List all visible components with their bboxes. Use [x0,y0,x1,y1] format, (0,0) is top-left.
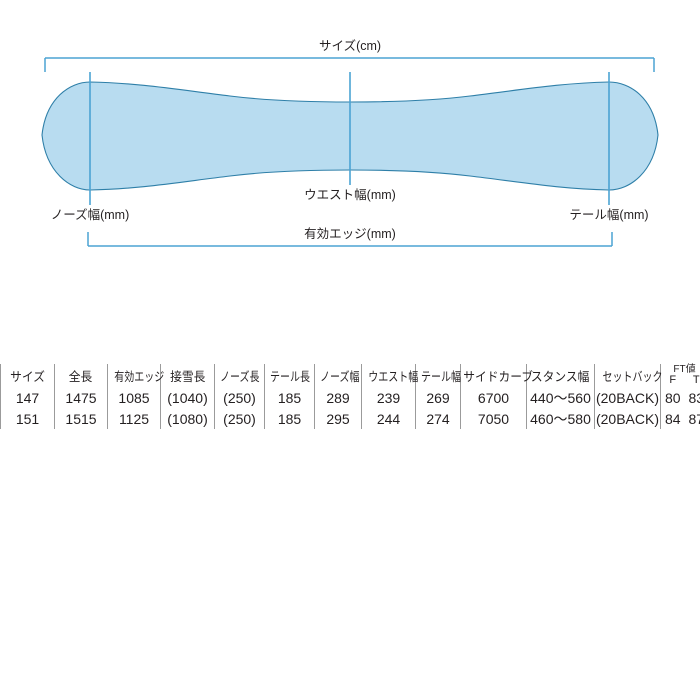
cell-nose-width: 289 [314,387,362,408]
cell-tail-length: 185 [264,408,315,429]
cell-nose-width: 295 [314,408,362,429]
effective-edge-label: 有効エッジ(mm) [304,227,396,241]
cell-overall-length: 1475 [54,387,108,408]
cell-ft-value: 80 83 [660,387,700,408]
waist-width-label: ウエスト幅(mm) [304,188,396,202]
column-header-overall-length: 全長 [54,364,108,387]
cell-stance-width: 460〜580 [526,408,595,429]
nose-width-label: ノーズ幅(mm) [50,208,130,222]
cell-nose-length: (250) [214,387,265,408]
column-header-tail-length: テール長 [264,364,315,387]
size-dimension-bracket [44,57,655,72]
column-header-stance-width: スタンス幅 [526,364,595,387]
column-header-ft-value-text: FT値 [673,364,696,375]
snowboard-shape-svg [41,57,659,247]
cell-ft-tail: 87 [688,410,700,427]
column-header-side-curve: サイドカーブ [460,364,533,387]
cell-contact-length: (1080) [160,408,215,429]
table-row: 147 1475 1085 (1040) (250) 185 289 239 2… [0,387,700,408]
table-row: 151 1515 1125 (1080) (250) 185 295 244 2… [0,408,700,429]
column-header-nose-width: ノーズ幅 [314,364,362,387]
column-header-tail-length-text: テール長 [270,369,311,384]
cell-ft-front: 80 [664,389,681,406]
column-header-side-curve-text: サイドカーブ [463,369,534,384]
column-subheader-ft-tail: T [692,374,700,386]
cell-waist-width: 244 [361,408,416,429]
cell-nose-length: (250) [214,408,265,429]
cell-side-curve: 7050 [460,408,527,429]
column-header-contact-length: 接雪長 [160,364,215,387]
column-header-setback-text: セットバック [602,369,663,384]
size-dimension-label: サイズ(cm) [318,39,382,53]
column-header-setback: セットバック [594,364,663,387]
cell-ft-value: 84 87 [660,408,700,429]
column-header-effective-edge: 有効エッジ [107,364,165,387]
cell-tail-length: 185 [264,387,315,408]
column-subheader-ft-front: F [669,374,677,386]
cell-contact-length: (1040) [160,387,215,408]
cell-effective-edge: 1125 [107,408,161,429]
column-header-tail-width-text: テール幅 [421,369,462,384]
spec-table: サイズ 全長 有効エッジ 接雪長 ノーズ長 テール長 ノーズ幅 ウエスト幅 テー… [0,364,700,429]
effective-edge-dimension-bracket [87,232,613,247]
cell-ft-front: 84 [664,410,681,427]
column-header-waist-width-text: ウエスト幅 [368,369,419,384]
spec-table-container: サイズ 全長 有効エッジ 接雪長 ノーズ長 テール長 ノーズ幅 ウエスト幅 テー… [0,364,700,434]
column-header-tail-width: テール幅 [415,364,462,387]
cell-tail-width: 274 [415,408,461,429]
column-header-overall-length-text: 全長 [69,369,93,384]
cell-waist-width: 239 [361,387,416,408]
cell-size: 147 [0,387,55,408]
cell-side-curve: 6700 [460,387,527,408]
column-header-size-text: サイズ [10,369,45,384]
tail-width-label: テール幅(mm) [569,208,649,222]
cell-ft-tail: 83 [688,389,700,406]
cell-overall-length: 1515 [54,408,108,429]
column-header-contact-length-text: 接雪長 [169,369,206,384]
snowboard-diagram: サイズ(cm) ウエスト幅(mm) ノーズ幅(mm) テール幅(mm) 有効エッ… [0,0,700,270]
cell-setback: (20BACK) [594,387,661,408]
column-header-ft-value: FT値 F T [660,364,700,387]
cell-setback: (20BACK) [594,408,661,429]
cell-tail-width: 269 [415,387,461,408]
cell-effective-edge: 1085 [107,387,161,408]
column-header-nose-length: ノーズ長 [214,364,265,387]
column-header-effective-edge-text: 有効エッジ [114,369,165,384]
column-header-nose-length-text: ノーズ長 [219,369,260,384]
cell-stance-width: 440〜560 [526,387,595,408]
table-header-row: サイズ 全長 有効エッジ 接雪長 ノーズ長 テール長 ノーズ幅 ウエスト幅 テー… [0,364,700,387]
column-header-stance-width-text: スタンス幅 [531,369,590,384]
column-header-waist-width: ウエスト幅 [361,364,419,387]
column-header-size: サイズ [0,364,55,387]
cell-size: 151 [0,408,55,429]
column-header-nose-width-text: ノーズ幅 [319,369,360,384]
